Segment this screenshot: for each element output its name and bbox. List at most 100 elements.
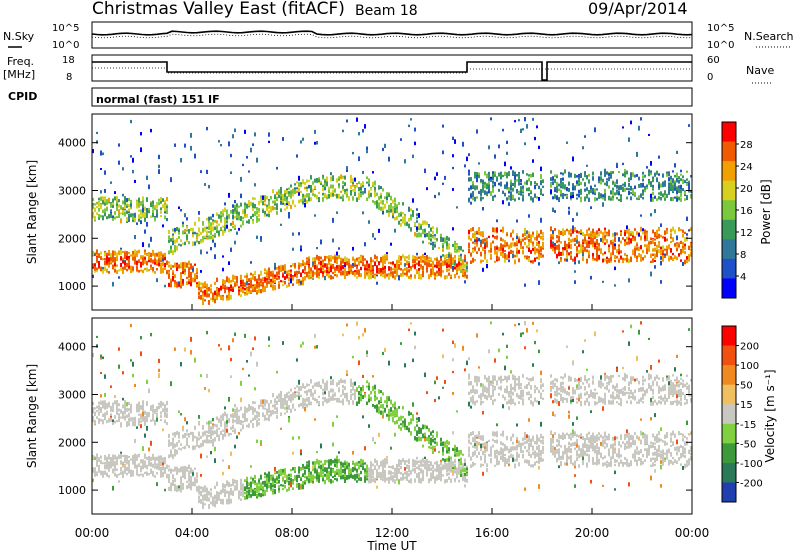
power-cell [578,231,580,234]
power-cell [602,240,604,243]
power-cell [298,232,300,236]
power-cell [274,262,276,268]
power-cell [236,206,238,211]
power-cell [240,216,242,221]
power-cell [622,237,624,240]
power-cell [662,252,664,256]
power-cell [650,260,652,263]
power-cell [452,166,454,170]
velocity-cell [186,439,188,444]
power-cell [132,213,134,216]
power-cell [96,131,98,134]
power-cell [352,270,354,275]
power-cell [508,251,510,257]
power-cell [378,185,380,190]
power-cell [680,184,682,190]
power-cell [150,236,152,242]
power-cell [592,240,594,245]
power-cell [196,275,198,280]
power-cell [216,292,218,298]
power-cell [96,259,98,263]
power-cell [482,179,484,185]
power-cell [316,254,318,260]
power-cell [434,244,436,248]
velocity-cell [100,408,102,413]
power-cell [420,232,422,238]
velocity-cell [148,388,150,394]
power-cell [596,246,598,250]
velocity-cell [232,413,234,416]
power-cell [320,181,322,184]
power-cell [512,250,514,253]
power-cell [338,268,340,273]
power-cell [92,263,94,267]
power-cell [610,198,612,201]
power-cell [280,223,282,226]
power-cell [316,141,318,145]
power-cell [646,246,648,250]
power-cell [582,246,584,250]
velocity-cell [176,486,178,491]
power-cell [364,272,366,275]
velocity-cell [128,408,130,412]
power-cell [392,261,394,264]
velocity-cell [208,430,210,434]
power-cell [688,180,690,185]
power-cell [280,196,282,200]
velocity-cell [96,416,98,419]
velocity-cell [92,401,94,406]
power-cell [456,267,458,271]
power-cell [666,230,668,235]
power-cell [552,246,554,252]
power-cell [212,226,214,232]
power-cell [522,238,524,242]
power-cell [372,266,374,270]
nave-label: Nave [746,64,774,77]
power-cell [576,197,578,200]
power-cell [438,260,440,265]
power-cell [158,258,160,264]
power-cell [682,248,684,254]
power-cell [506,197,508,201]
velocity-cell [246,481,248,485]
velocity-cell [172,474,174,477]
power-cell [246,220,248,224]
velocity-cell [194,482,196,486]
power-cell [580,181,582,186]
power-cell [502,200,504,205]
power-cell [412,154,414,159]
power-cell [290,278,292,284]
power-cell [282,194,284,199]
velocity-cell [262,399,264,404]
power-cell [216,288,218,292]
power-cell [684,237,686,242]
power-cell [198,281,200,287]
power-cell [180,280,182,286]
power-cell [654,247,656,252]
power-cell [150,128,152,133]
power-cell [586,193,588,199]
power-cell [390,196,392,201]
power-cell [106,200,108,205]
power-cell [534,237,536,241]
power-cell [668,182,670,186]
power-cell [186,276,188,279]
power-cell [522,190,524,194]
power-cell [300,140,302,144]
velocity-cell [176,431,178,435]
power-cell [672,257,674,261]
power-cell [334,258,336,261]
power-cell [372,181,374,186]
power-cell [290,265,292,268]
power-cell [680,228,682,232]
velocity-cell [248,374,250,377]
power-cell [270,278,272,281]
power-cell [186,235,188,240]
power-cell [556,245,558,250]
velocity-cell [148,456,150,460]
velocity-cell [236,435,238,439]
power-cell [540,252,542,256]
power-cell [558,188,560,191]
velocity-cell [242,367,244,371]
power-cell [282,284,284,287]
